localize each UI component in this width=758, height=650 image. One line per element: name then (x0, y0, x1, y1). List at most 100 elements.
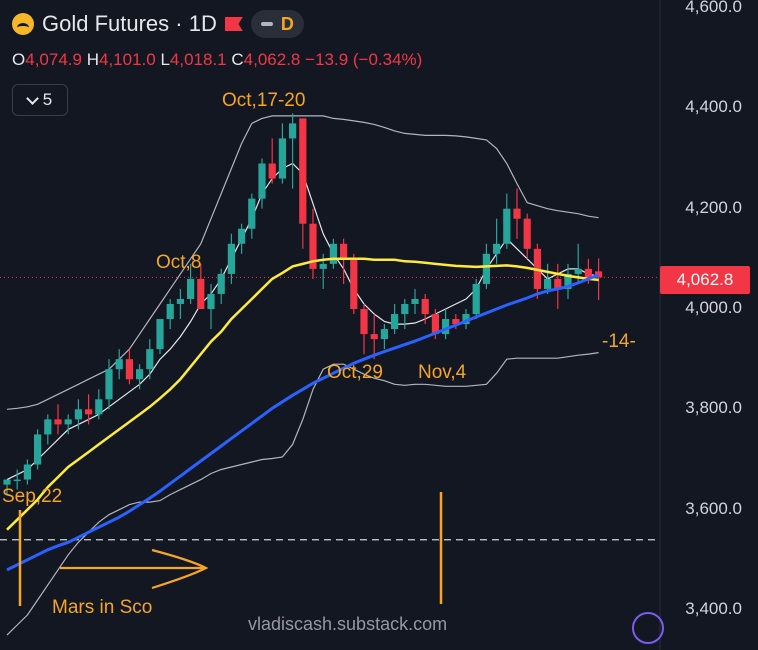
candle-body (523, 218, 531, 249)
candle-body (503, 208, 511, 244)
candle-body (125, 359, 133, 380)
last-price-tag: 4,062.8 (660, 266, 750, 294)
candle-body (278, 138, 286, 179)
candle-body (299, 118, 307, 224)
candle-body (3, 479, 11, 485)
candle-body (493, 243, 501, 254)
candle-body (166, 303, 174, 320)
high-value: 4,101.0 (98, 50, 156, 69)
annotation-count-14: -14- (602, 331, 636, 352)
change-value: −13.9 (−0.34%) (305, 50, 423, 69)
open-label: O (12, 50, 26, 69)
candle-body (380, 329, 388, 340)
candle-body (452, 319, 460, 325)
high-label: H (86, 50, 99, 69)
close-value: 4,062.8 (243, 50, 301, 69)
candle-body (54, 419, 62, 425)
candle-body (34, 434, 42, 465)
candle-body (227, 243, 235, 274)
candle-body (370, 334, 378, 340)
ma-yellow-line (6, 257, 599, 531)
candle-body (136, 369, 144, 380)
candle-body (258, 163, 266, 199)
candle-body (584, 268, 592, 279)
candle-body (115, 359, 123, 370)
y-tick-label: 4,600.0 (685, 0, 742, 16)
candle-body (44, 419, 52, 435)
chart-header: Gold Futures · 1D D (12, 10, 304, 38)
annotation-sep-22: Sep,22 (2, 486, 63, 507)
ohlc-legend: O4,074.9 H4,101.0 L4,018.1 C4,062.8 −13.… (12, 50, 422, 70)
candle-body (431, 314, 439, 335)
candle-body (564, 273, 572, 289)
candle-body (319, 263, 327, 269)
indicators-count: 5 (42, 90, 53, 109)
candle-body (105, 369, 113, 400)
candle-body (238, 228, 246, 244)
arrow-right-icon (60, 548, 209, 590)
annotation-oct-8: Oct,8 (156, 252, 202, 273)
candle-body (74, 409, 82, 420)
annotation-nov-4: Nov,4 (418, 362, 467, 383)
candle-body (248, 198, 256, 229)
gold-logo-icon (12, 13, 34, 35)
y-tick-label: 3,800.0 (685, 398, 742, 418)
candle-body (360, 309, 368, 335)
session-pill[interactable]: D (250, 10, 304, 38)
candle-body (554, 278, 562, 289)
annotation-mars-in-sco: Mars in Sco (52, 597, 153, 618)
candle-body (544, 278, 552, 289)
close-label: C (231, 50, 244, 69)
candle-body (442, 319, 450, 335)
flag-icon[interactable] (224, 17, 243, 31)
candle-body (23, 464, 31, 480)
y-tick-label: 3,400.0 (685, 599, 742, 618)
tradingview-logo-icon[interactable] (632, 612, 664, 644)
candle-body (85, 409, 93, 415)
candle-body (421, 298, 429, 315)
y-tick-label: 4,400.0 (685, 97, 742, 117)
chart-title[interactable]: Gold Futures · 1D (42, 11, 217, 36)
candle-body (401, 303, 409, 315)
watermark-text: vladiscash.substack.com (248, 614, 448, 634)
candle-body (207, 293, 215, 309)
candle-body (268, 163, 276, 179)
candle-body (340, 243, 348, 259)
candle-body (513, 208, 521, 219)
candle-body (309, 223, 317, 269)
y-tick-label: 3,600.0 (685, 498, 742, 518)
candle-body (411, 298, 419, 304)
candle-body (329, 243, 337, 264)
ma-blue-line (6, 273, 600, 572)
candle-body (391, 314, 399, 330)
open-value: 4,074.9 (25, 50, 82, 69)
minus-icon (260, 22, 273, 26)
candle-body (472, 283, 480, 315)
candle-body (156, 319, 164, 350)
annotation-oct-29: Oct,29 (327, 362, 383, 383)
candle-body (187, 278, 195, 299)
indicators-toggle-button[interactable]: 5 (12, 84, 68, 116)
candle-body (289, 123, 297, 139)
bollinger-lower-line (6, 352, 599, 636)
low-value: 4,018.1 (169, 50, 227, 69)
candle-body (217, 273, 225, 294)
candle-body (462, 314, 470, 325)
candle-body (482, 253, 490, 284)
delayed-badge: D (280, 13, 294, 34)
candle-body (64, 419, 72, 425)
candle-body (176, 298, 184, 304)
candle-body (197, 278, 205, 309)
candle-body (13, 479, 21, 482)
candle-body (574, 268, 582, 274)
candle-body (350, 258, 358, 309)
chevron-down-icon (25, 91, 39, 105)
candle-body (146, 349, 154, 370)
y-tick-label: 4,000.0 (685, 298, 742, 317)
candle-body (95, 399, 103, 415)
y-tick-label: 4,200.0 (685, 197, 742, 217)
candle-body (595, 271, 603, 278)
low-label: L (160, 50, 170, 69)
